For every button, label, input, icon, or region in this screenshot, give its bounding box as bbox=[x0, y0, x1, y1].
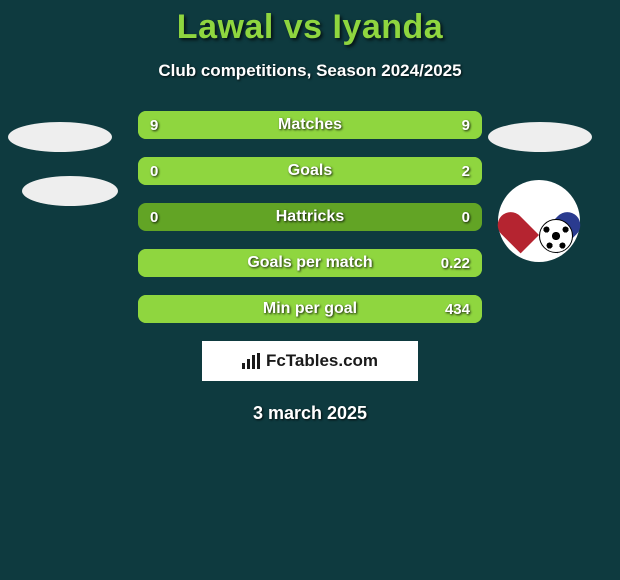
player-left-avatar-2 bbox=[22, 176, 118, 206]
date-label: 3 march 2025 bbox=[0, 403, 620, 424]
fctables-logo[interactable]: FcTables.com bbox=[202, 341, 418, 381]
stat-row: 02Goals bbox=[138, 157, 482, 185]
page-title: Lawal vs Iyanda bbox=[0, 0, 620, 47]
stat-row: 0.22Goals per match bbox=[138, 249, 482, 277]
stat-label: Goals per match bbox=[138, 249, 482, 277]
stat-label: Min per goal bbox=[138, 295, 482, 323]
club-badge bbox=[498, 180, 580, 262]
stat-label: Hattricks bbox=[138, 203, 482, 231]
stat-label: Matches bbox=[138, 111, 482, 139]
stats-bars: 99Matches 02Goals 00Hattricks 0.22Goals per… bbox=[138, 111, 482, 323]
player-left-avatar-1 bbox=[8, 122, 112, 152]
player-right-avatar bbox=[488, 122, 592, 152]
stat-row: 99Matches bbox=[138, 111, 482, 139]
subtitle: Club competitions, Season 2024/2025 bbox=[0, 61, 620, 81]
stat-row: 00Hattricks bbox=[138, 203, 482, 231]
comparison-card: Lawal vs Iyanda Club competitions, Seaso… bbox=[0, 0, 620, 580]
stat-label: Goals bbox=[138, 157, 482, 185]
soccer-ball-icon bbox=[539, 219, 573, 253]
bar-chart-icon bbox=[242, 353, 260, 369]
logo-text: FcTables.com bbox=[266, 351, 378, 371]
stat-row: 434Min per goal bbox=[138, 295, 482, 323]
